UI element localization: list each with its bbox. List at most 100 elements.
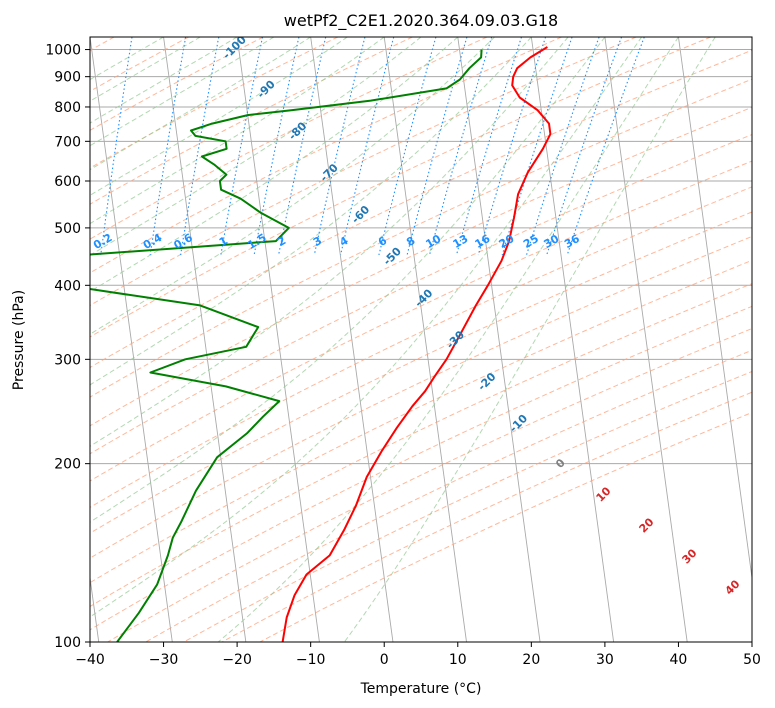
mixing-ratio-line — [566, 37, 645, 256]
moist-adiabat-line — [90, 37, 238, 124]
dry-adiabat-label: -60 — [349, 203, 372, 226]
y-tick-label: 900 — [54, 70, 81, 86]
y-axis-label: Pressure (hPa) — [11, 290, 27, 390]
moist-adiabat-line — [90, 37, 164, 81]
x-tick-label: 40 — [670, 652, 688, 668]
y-axis: 100 200 300 400 500 600 700 800 900 1000 — [45, 43, 90, 651]
mixing-ratio-label: 36 — [562, 232, 582, 251]
mixing-ratio-line — [220, 37, 264, 256]
isotherm-line — [163, 37, 247, 642]
mixing-ratio-line — [546, 37, 623, 256]
moist-adiabat-label: 10 — [594, 484, 614, 504]
mixing-ratio-label: 13 — [451, 232, 471, 251]
mixing-ratio-line — [525, 37, 600, 256]
moist-adiabat-line — [90, 37, 459, 293]
mixing-ratio-line — [428, 37, 493, 256]
x-tick-label: 50 — [743, 652, 761, 668]
dry-adiabat-line — [90, 259, 752, 584]
mixing-ratio-label: 1 — [217, 234, 230, 249]
x-axis-label: Temperature (°C) — [360, 681, 482, 697]
moist-adiabat-line — [90, 37, 532, 386]
dry-adiabat-line — [259, 411, 752, 642]
x-tick-label: −30 — [149, 652, 179, 668]
isotherm-line — [90, 574, 100, 642]
mixing-ratio-label: 2 — [275, 234, 288, 249]
dewpoint-trace — [90, 49, 483, 642]
y-tick-label: 100 — [54, 635, 81, 651]
mixing-ratio-line — [313, 37, 366, 256]
mixing-ratio-line — [100, 37, 133, 256]
mixing-ratio-label: 10 — [424, 232, 444, 251]
dry-adiabat-line — [90, 106, 752, 427]
moist-adiabat-line — [90, 37, 569, 447]
moist-adiabat-line — [90, 37, 201, 102]
moist-adiabat-label: 20 — [637, 515, 657, 535]
dry-adiabat-label: -40 — [412, 286, 435, 309]
mixing-ratio-label: 1.5 — [245, 231, 268, 252]
moist-adiabat-line — [343, 37, 716, 642]
isotherm-line — [677, 37, 752, 582]
dry-adiabat-line — [107, 327, 752, 642]
moist-adiabat-line — [90, 37, 311, 171]
moist-adiabat-line — [90, 37, 385, 225]
dry-adiabat-line — [90, 37, 562, 274]
y-tick-label: 700 — [54, 134, 81, 150]
dry-adiabat-line — [90, 37, 413, 205]
inline-labels: 0.1 0.2 0.4 0.6 1 1.5 2 3 4 6 8 10 13 16 20 25 30 36-100-… — [91, 37, 743, 598]
mixing-ratio-line — [278, 37, 327, 256]
moist-adiabat-label: 40 — [723, 577, 743, 597]
dry-adiabat-line — [90, 160, 752, 482]
isotherm-line — [90, 37, 173, 642]
dry-adiabat-line — [90, 37, 488, 240]
moist-adiabat-line — [90, 37, 606, 523]
dry-adiabat-label: -20 — [475, 370, 498, 393]
mixing-ratio-label: 0.2 — [91, 231, 114, 252]
dry-adiabat-label: -50 — [381, 245, 404, 268]
mixing-ratio-line — [253, 37, 300, 256]
moist-adiabat-line — [90, 37, 495, 335]
dry-adiabat-line — [90, 37, 637, 306]
dry-adiabat-line — [90, 134, 752, 455]
x-tick-label: 20 — [522, 652, 540, 668]
isotherm-line — [530, 37, 615, 642]
y-tick-label: 800 — [54, 100, 81, 116]
dry-adiabat-line — [90, 283, 752, 608]
dry-adiabat-line — [90, 235, 752, 559]
isotherm-line — [236, 37, 320, 642]
dry-adiabat-label: -10 — [507, 412, 530, 435]
isotherm-line — [604, 37, 688, 642]
moist-adiabat-line — [90, 37, 643, 618]
y-tick-label: 600 — [54, 174, 81, 190]
dry-adiabat-line — [90, 78, 752, 398]
mixing-ratio-line — [378, 37, 437, 256]
background-lines — [90, 37, 752, 642]
mixing-ratio-line — [455, 37, 523, 256]
x-tick-label: 30 — [596, 652, 614, 668]
dry-adiabat-label: -30 — [444, 328, 467, 351]
moist-adiabat-line — [217, 37, 679, 642]
y-tick-label: 500 — [54, 221, 81, 237]
dry-adiabat-line — [90, 211, 752, 534]
dry-adiabat-line — [90, 186, 752, 508]
x-tick-label: 10 — [449, 652, 467, 668]
y-tick-label: 300 — [54, 352, 81, 368]
x-tick-label: −40 — [75, 652, 105, 668]
x-tick-label: −10 — [296, 652, 326, 668]
mixing-ratio-line — [340, 37, 395, 256]
mixing-ratio-line — [406, 37, 468, 256]
chart-title: wetPf2_C2E1.2020.364.09.03.G18 — [284, 11, 558, 31]
dry-adiabat-line — [90, 49, 752, 369]
isotherm-line — [383, 37, 467, 642]
y-tick-label: 200 — [54, 457, 81, 473]
moist-adiabat-line — [90, 37, 348, 196]
y-tick-label: 1000 — [45, 43, 81, 59]
dry-adiabat-line — [90, 305, 752, 631]
moist-adiabat-label: 30 — [680, 546, 700, 566]
y-tick-label: 400 — [54, 278, 81, 294]
moist-adiabat-line — [90, 37, 422, 256]
temperature-trace — [281, 46, 552, 642]
isotherm-line — [751, 37, 752, 41]
dry-adiabat-line — [90, 37, 711, 338]
